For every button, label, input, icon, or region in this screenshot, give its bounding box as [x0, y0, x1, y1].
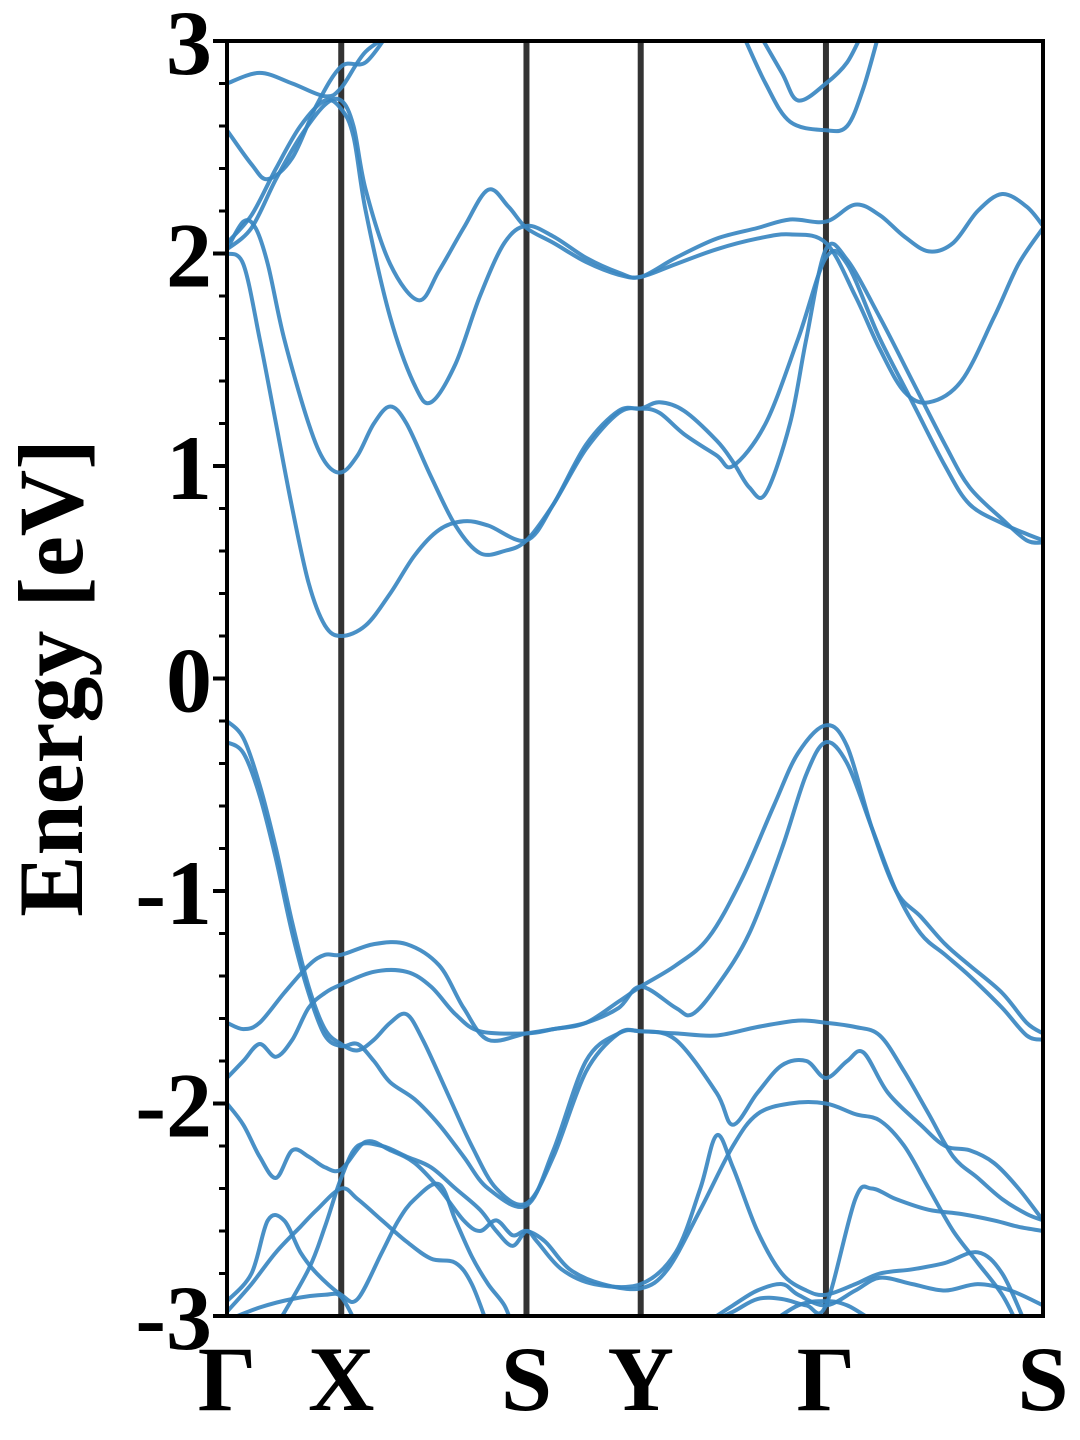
high-symmetry-lines	[338, 41, 829, 1316]
band-line-17	[712, 1275, 1043, 1316]
x-tick-label-4: Γ	[797, 1328, 856, 1430]
band-line-18	[719, 1184, 1043, 1316]
band-line-5	[227, 241, 1043, 638]
band-curves	[227, 41, 1043, 1316]
x-tick-label-5: S	[1017, 1328, 1068, 1430]
band-line-0	[227, 41, 384, 99]
y-tick-label-5: 2	[166, 205, 212, 307]
y-tick-label-4: 1	[166, 417, 212, 519]
band-line-12	[227, 1100, 1016, 1316]
band-line-15	[279, 1133, 1025, 1316]
band-line-16	[232, 1291, 355, 1316]
band-line-6	[761, 41, 861, 103]
band-line-2	[227, 96, 1043, 405]
band-line-3	[227, 97, 1043, 406]
band-line-11	[227, 723, 1043, 1080]
x-tick-label-3: Y	[607, 1328, 673, 1430]
band-line-10	[227, 740, 1043, 1043]
x-tick-label-1: X	[308, 1328, 374, 1430]
band-line-4	[227, 218, 1043, 557]
band-line-8	[227, 719, 1043, 1223]
y-ticks: -3 -2 -1 0 1 2 3	[135, 0, 227, 1369]
y-tick-label-0: -3	[135, 1267, 212, 1369]
band-line-7	[743, 41, 879, 134]
band-line-13	[227, 1181, 512, 1316]
y-tick-label-2: -1	[135, 842, 212, 944]
band-line-9	[227, 740, 1043, 1223]
y-axis-title: Energy [eV]	[0, 439, 102, 917]
y-tick-label-1: -2	[135, 1055, 212, 1157]
x-tick-label-2: S	[501, 1328, 552, 1430]
y-tick-label-3: 0	[166, 630, 212, 732]
y-tick-label-6: 3	[166, 0, 212, 94]
band-line-19	[777, 1299, 869, 1316]
band-line-14	[227, 1186, 487, 1316]
x-tick-label-0: Γ	[198, 1328, 257, 1430]
